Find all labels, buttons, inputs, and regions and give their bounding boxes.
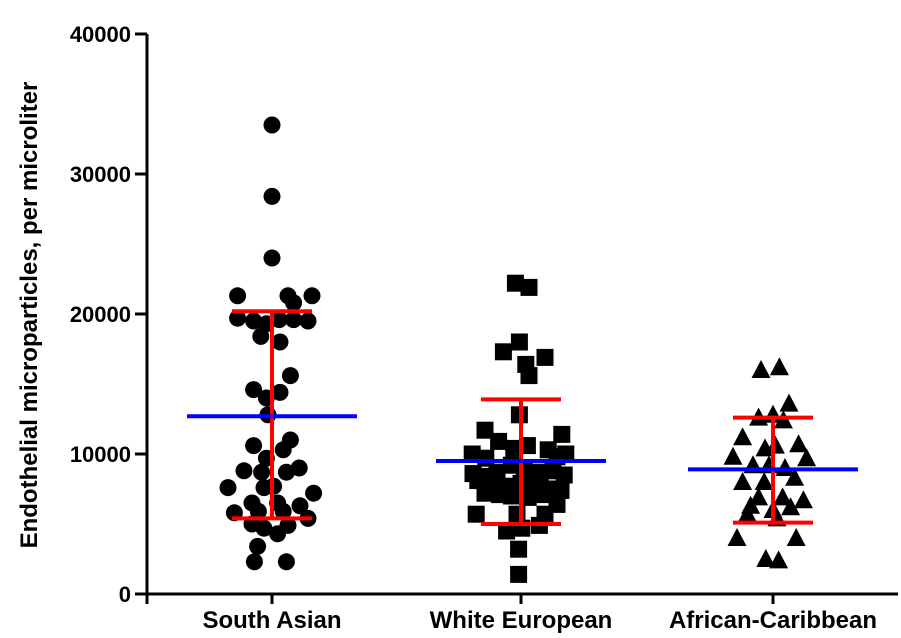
data-point-triangle — [773, 487, 793, 506]
data-point-circle — [285, 294, 303, 312]
x-category-label: African-Caribbean — [669, 607, 877, 634]
data-point-circle — [277, 553, 295, 571]
data-point-circle — [235, 462, 253, 480]
data-point-square — [463, 445, 481, 463]
data-point-triangle — [737, 504, 757, 523]
data-point-circle — [245, 437, 263, 455]
data-point-circle — [271, 333, 289, 351]
data-point-circle — [249, 537, 267, 555]
data-point-triangle — [756, 549, 776, 567]
data-point-square — [519, 488, 537, 506]
data-point-circle — [305, 484, 323, 502]
data-point-triangle — [785, 467, 805, 486]
data-point-circle — [252, 327, 270, 345]
x-axis: South Asian White European African-Caribbe… — [147, 592, 898, 634]
data-point-circle — [253, 463, 271, 481]
data-point-circle — [285, 311, 303, 329]
data-point-square — [552, 481, 570, 499]
data-point-triangle — [779, 393, 799, 412]
data-point-triangle — [751, 360, 771, 378]
data-point-triangle — [733, 427, 753, 446]
data-point-circle — [303, 287, 321, 305]
data-point-square — [520, 278, 538, 296]
data-point-square — [520, 367, 538, 385]
y-tick-label: 20000 — [70, 302, 131, 327]
y-axis-title: Endothelial microparticles, per microlit… — [16, 82, 43, 549]
summary-lines — [187, 309, 858, 526]
data-point-circle — [245, 553, 263, 571]
data-point-triangle — [727, 528, 747, 546]
data-point-triangle — [789, 434, 809, 453]
data-point-square — [510, 333, 528, 351]
data-point-triangle — [733, 472, 753, 490]
data-point-square — [490, 432, 508, 450]
data-point-circle — [229, 287, 247, 305]
data-point-square — [494, 343, 512, 361]
data-point-circle — [274, 502, 292, 520]
data-point-triangle — [754, 472, 774, 490]
data-point-square — [502, 487, 520, 505]
x-category-label: South Asian — [202, 607, 341, 634]
data-point-triangle — [781, 497, 801, 516]
data-point-square — [505, 439, 523, 457]
data-point-circle — [255, 519, 273, 537]
data-point-circle — [249, 502, 267, 520]
data-point-circle — [281, 367, 299, 385]
data-point-triangle — [769, 550, 789, 569]
data-point-circle — [270, 311, 288, 329]
data-point-triangle — [786, 528, 806, 546]
data-point-triangle — [793, 490, 813, 509]
data-point-circle — [291, 497, 309, 515]
data-point-circle — [245, 381, 263, 399]
data-point-square — [553, 425, 571, 443]
y-tick-label: 40000 — [70, 22, 131, 47]
data-point-circle — [229, 309, 247, 327]
data-point-circle — [271, 383, 289, 401]
data-point-square — [498, 522, 516, 540]
data-point-circle — [269, 525, 287, 543]
data-point-triangle — [797, 448, 817, 467]
data-point-circle — [219, 479, 237, 497]
data-point-square — [510, 565, 528, 583]
y-tick-label: 0 — [119, 582, 131, 607]
data-point-circle — [290, 459, 308, 477]
data-point-circle — [263, 116, 281, 134]
data-points — [219, 116, 817, 583]
data-point-circle — [263, 187, 281, 205]
data-point-triangle — [769, 357, 789, 376]
data-point-square — [506, 274, 524, 292]
data-point-triangle — [775, 458, 795, 476]
y-tick-label: 10000 — [70, 442, 131, 467]
data-point-triangle — [749, 487, 769, 506]
data-point-circle — [299, 312, 317, 330]
data-point-triangle — [723, 446, 743, 465]
data-point-square — [531, 463, 549, 481]
data-point-square — [467, 505, 485, 523]
y-tick-label: 30000 — [70, 162, 131, 187]
data-point-triangle — [765, 435, 785, 454]
data-point-circle — [263, 249, 281, 267]
data-point-square — [555, 466, 573, 484]
data-point-circle — [274, 441, 292, 459]
x-category-label: White European — [430, 607, 613, 634]
data-point-square — [476, 484, 494, 502]
data-point-square — [536, 348, 554, 366]
data-point-square — [518, 437, 536, 455]
data-point-square — [476, 421, 494, 439]
y-axis: 0 10000 20000 30000 40000 — [70, 22, 149, 607]
data-point-circle — [245, 312, 263, 330]
data-point-square — [510, 540, 528, 558]
data-point-circle — [277, 463, 295, 481]
